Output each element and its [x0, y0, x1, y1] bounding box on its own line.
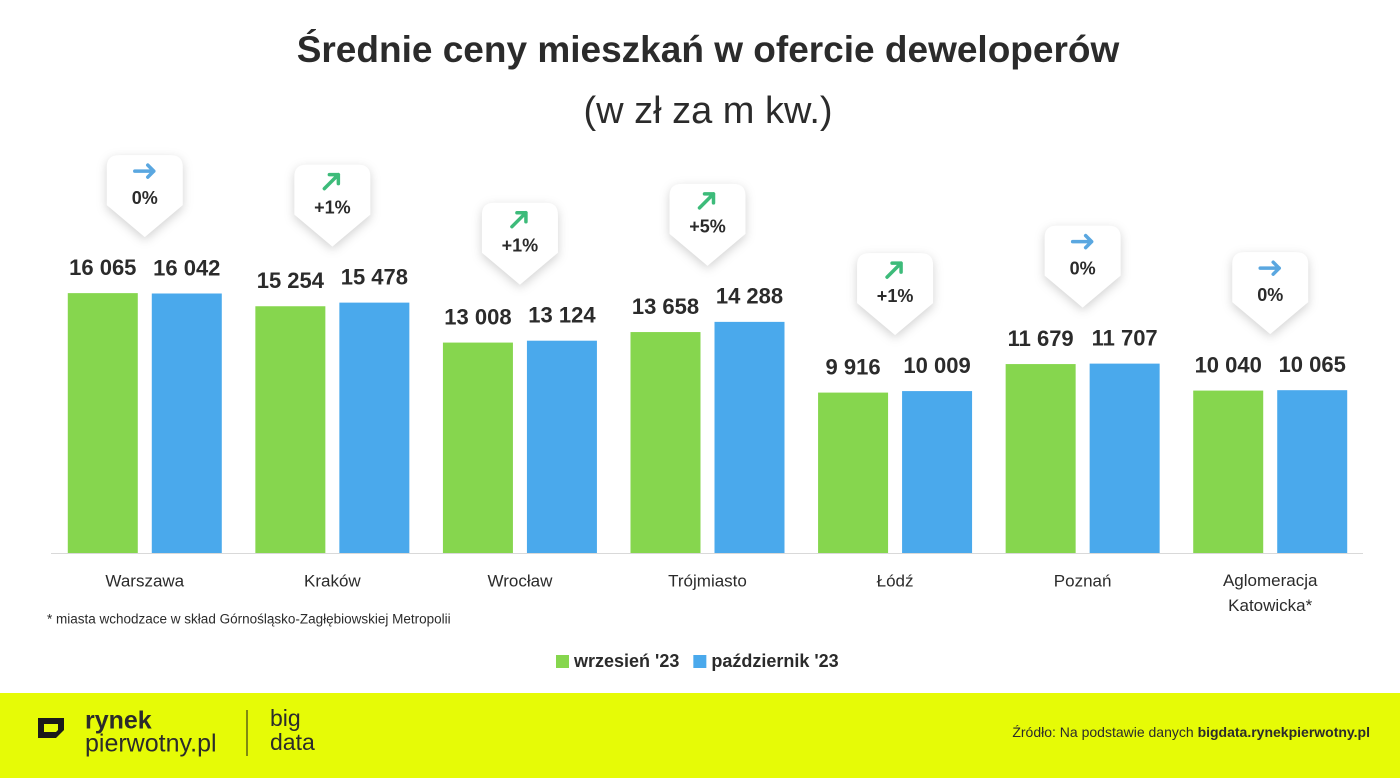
- badge-shape: [857, 253, 934, 336]
- badge-shape: [1232, 252, 1309, 335]
- bar: [1089, 363, 1160, 553]
- badge-shape: [1044, 225, 1121, 308]
- x-tick-label: Kraków: [304, 571, 361, 590]
- bar: [630, 332, 701, 553]
- change-label: +5%: [689, 217, 726, 237]
- footnote: * miasta wchodzace w skład Górnośląsko-Z…: [47, 612, 451, 627]
- value-label: 16 065: [69, 255, 136, 280]
- badge-arrow: [1258, 260, 1281, 276]
- change-label: 0%: [1070, 258, 1096, 278]
- x-tick-label: Poznań: [1054, 571, 1112, 590]
- legend-swatch: [556, 655, 569, 668]
- value-label: 13 658: [632, 294, 699, 319]
- change-badge: +1%: [481, 202, 558, 285]
- bar: [1005, 364, 1076, 553]
- badge-arrow: [510, 210, 528, 229]
- value-label: 16 042: [153, 255, 220, 280]
- change-badge: +1%: [857, 253, 934, 336]
- x-tick-label: Trójmiasto: [668, 571, 747, 590]
- value-label: 15 478: [341, 264, 408, 289]
- x-tick-label: Aglomeracja Katowicka*: [1223, 571, 1318, 615]
- bar: [902, 391, 973, 553]
- logo-icon: [38, 718, 64, 738]
- source: Źródło: Na podstawie danych bigdata.ryne…: [1012, 724, 1370, 740]
- x-tick-label: Łódź: [877, 571, 914, 590]
- badge-arrow: [133, 163, 156, 179]
- badge-arrow: [322, 172, 341, 191]
- change-badge: 0%: [1044, 225, 1121, 308]
- change-badge: +5%: [669, 183, 746, 266]
- value-label: 13 008: [444, 304, 511, 329]
- x-tick-label: Warszawa: [105, 571, 184, 590]
- legend-label: październik '23: [711, 651, 838, 671]
- bar: [255, 306, 326, 553]
- footer-band: [0, 693, 1400, 778]
- value-label: 13 124: [528, 303, 596, 328]
- badge-shape: [106, 155, 183, 238]
- logo-text: rynek: [85, 707, 152, 735]
- chart-subtitle: (w zł za m kw.): [583, 90, 832, 132]
- bar: [818, 392, 889, 553]
- value-label: 15 254: [257, 268, 325, 293]
- bar: [1277, 390, 1348, 553]
- value-label: 10 009: [903, 353, 970, 378]
- bar: [339, 302, 410, 553]
- source-link: bigdata.rynekpierwotny.pl: [1198, 724, 1370, 740]
- badge-shape: [481, 202, 558, 285]
- bar: [151, 293, 222, 553]
- change-badge: +1%: [294, 164, 371, 247]
- value-label: 11 679: [1008, 326, 1074, 351]
- change-label: +1%: [314, 197, 351, 217]
- value-label: 14 288: [716, 284, 783, 309]
- change-label: 0%: [1257, 285, 1283, 305]
- legend-swatch: [693, 655, 707, 668]
- badge-shape: [669, 183, 746, 266]
- badge-shape: [294, 164, 371, 247]
- brand-text: data: [270, 729, 315, 755]
- bar: [714, 321, 785, 553]
- logo-text: pierwotny.pl: [85, 730, 217, 758]
- value-label: 9 916: [826, 354, 881, 379]
- legend-label: wrzesień '23: [573, 651, 679, 671]
- change-label: 0%: [132, 188, 158, 208]
- value-label: 10 065: [1279, 352, 1346, 377]
- change-label: +1%: [877, 286, 914, 306]
- brand-text: big: [270, 705, 301, 731]
- change-label: +1%: [502, 235, 539, 255]
- value-label: 10 040: [1195, 352, 1262, 377]
- x-tick-label: Wrocław: [487, 571, 553, 590]
- change-badge: 0%: [1232, 252, 1309, 335]
- chart-title: Średnie ceny mieszkań w ofercie dewelope…: [297, 28, 1120, 70]
- bar: [526, 340, 597, 553]
- source-text: Źródło: Na podstawie danych: [1012, 724, 1193, 740]
- badge-arrow: [697, 192, 716, 210]
- bar: [442, 342, 513, 553]
- change-badge: 0%: [106, 155, 183, 238]
- badge-arrow: [885, 261, 903, 279]
- value-label: 11 707: [1092, 325, 1158, 350]
- bar: [67, 293, 138, 553]
- badge-arrow: [1070, 233, 1094, 250]
- bar: [1193, 390, 1264, 553]
